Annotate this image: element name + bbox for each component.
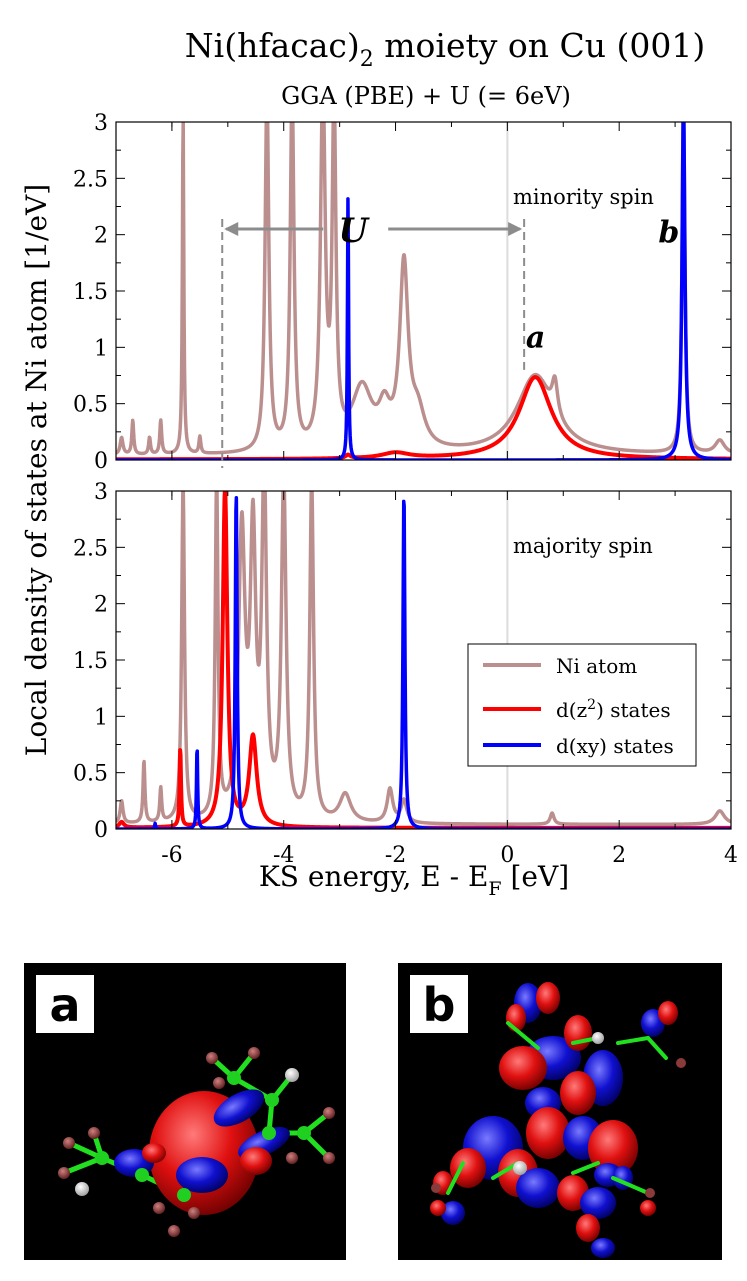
y-tick-label: 2 [94, 593, 108, 618]
u-arrowhead-left [224, 222, 238, 236]
x-tick-label: -2 [385, 843, 406, 868]
majority-spin-label: majority spin [513, 534, 653, 558]
y-tick-label: 2.5 [73, 536, 108, 561]
legend-ni-label: Ni atom [556, 654, 637, 678]
y-tick-label: 0 [94, 818, 108, 843]
image-label-b: b [423, 978, 456, 1032]
y-tick-label: 2 [94, 224, 108, 249]
peak-b-label: b [658, 216, 679, 251]
lobe-blue [176, 1157, 228, 1193]
lobe-red [240, 1147, 272, 1175]
x-tick-label: -6 [161, 843, 182, 868]
x-axis-label: KS energy, E - EF [eV] [259, 860, 569, 900]
legend-dxy-label: d(xy) states [556, 734, 674, 758]
y-tick-label: 1 [94, 336, 108, 361]
minority-spin-label: minority spin [513, 185, 654, 209]
series-group [116, 88, 731, 460]
x-tick-label: 0 [500, 843, 514, 868]
y-tick-label: 1 [94, 705, 108, 730]
u-annotation: U [338, 211, 370, 251]
y-tick-label: 3 [94, 480, 108, 505]
chart-subtitle: GGA (PBE) + U (= 6eV) [281, 82, 571, 110]
x-tick-label: 2 [612, 843, 626, 868]
x-tick-label: 4 [724, 843, 738, 868]
minority-dxy-series-line [116, 100, 731, 460]
minority-ni-series-line [116, 88, 731, 453]
image-label-a: a [49, 978, 80, 1032]
minority-spin-panel: 0 0.5 1 1.5 2 2.5 3 minority spin Ua b [73, 88, 731, 474]
orbital-image-a: a [24, 963, 346, 1260]
y-tick-label: 0 [94, 449, 108, 474]
y-axis-label: Local density of states at Ni atom [1/eV… [20, 184, 53, 756]
legend: Ni atom d(z2) states d(xy) states [468, 644, 696, 766]
orbital-image-b: b [398, 963, 722, 1260]
y-tick-label: 1.5 [73, 280, 108, 305]
chart-title: Ni(hfacac)2 moiety on Cu (001) [185, 26, 705, 72]
majority-ni-series-line [116, 457, 731, 824]
u-arrowhead-right [508, 222, 522, 236]
y-tick-label: 1.5 [73, 649, 108, 674]
y-tick-label: 0.5 [73, 762, 108, 787]
lobe-red [142, 1143, 166, 1163]
y-tick-label: 3 [94, 111, 108, 136]
x-tick-label: -4 [273, 843, 294, 868]
legend-dz2-label: d(z2) states [556, 697, 671, 722]
series-group [116, 457, 731, 829]
y-tick-label: 2.5 [73, 167, 108, 192]
peak-a-label: a [526, 320, 545, 355]
y-tick-label: 0.5 [73, 393, 108, 418]
